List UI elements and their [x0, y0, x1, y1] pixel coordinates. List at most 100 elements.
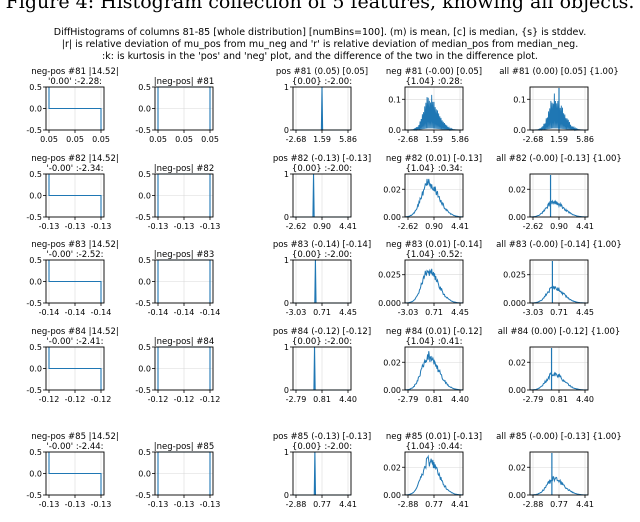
y-tick-label-0: 0.02	[508, 358, 526, 367]
x-tick-label-1: 0.05	[66, 135, 84, 144]
panel-title: neg #82 (0.01) [-0.13]	[386, 154, 482, 164]
x-tick-label-0: -0.12	[39, 395, 60, 404]
x-tick-label-2: -0.13	[200, 222, 221, 231]
y-tick-label-1: 0.0	[138, 278, 151, 287]
y-tick-label-0: 0.5	[138, 83, 151, 92]
x-tick-label-2: -0.12	[91, 395, 112, 404]
series-line	[529, 199, 589, 218]
panel-3-4: 0.02 0.00-2.79 0.81 4.40 all #84 (0.00) [-0.…	[498, 327, 621, 404]
series-line	[48, 452, 102, 495]
header-line-1: DiffHistograms of columns 81-85 [whole d…	[53, 27, 587, 38]
panel-subtitle: {0.00} :-2.00:	[292, 442, 352, 452]
panel-2-3: 0.025 0.000-3.03 0.71 4.45 neg #83 (0.01) [-…	[378, 240, 482, 317]
x-tick-label-1: -0.14	[174, 308, 195, 317]
panel-4-1: 0.50.0-0.5-0.13 -0.13 -0.13|neg-pos| #85	[135, 442, 220, 509]
x-tick-label-0: 0.05	[40, 135, 58, 144]
x-tick-label-0: -0.12	[148, 395, 169, 404]
panel-3-2: 1 0-2.79 0.81 4.40 pos #84 (-0.12) [-0.12]{0…	[273, 327, 371, 404]
y-tick-label-1: 0.00	[508, 491, 526, 500]
panel-subtitle: {1.04} :0.28:	[405, 77, 462, 87]
panel-title: neg #83 (0.01) [-0.14]	[386, 240, 482, 250]
y-tick-label-0: 0.5	[29, 448, 42, 457]
y-tick-label-1: 0.0	[29, 278, 42, 287]
y-tick-label-1: 0.0	[29, 105, 42, 114]
y-tick-label-1: 0	[284, 126, 289, 135]
header-line-3: :k: is kurtosis in the 'pos' and 'neg' p…	[102, 51, 538, 62]
panel-subtitle: '-0.00' :-2.44:	[46, 442, 103, 452]
y-tick-label-1: 0.0	[138, 192, 151, 201]
x-tick-label-0: -2.68	[398, 135, 419, 144]
y-tick-label-2: -0.5	[135, 386, 151, 395]
x-tick-label-0: -3.03	[286, 308, 307, 317]
x-tick-label-2: 4.45	[451, 308, 469, 317]
panel-title: neg #84 (0.01) [-0.12]	[386, 327, 482, 337]
y-tick-label-1: 0.0	[29, 470, 42, 479]
y-tick-label-1: 0.00	[383, 386, 401, 395]
x-tick-label-1: 0.81	[313, 395, 331, 404]
panel-subtitle: '-0.00' :-2.41:	[46, 337, 103, 347]
panel-subtitle: {1.04} :0.52:	[405, 250, 462, 260]
y-tick-label-0: 0.5	[29, 343, 42, 352]
panel-subtitle: {0.00} :-2.00:	[292, 164, 352, 174]
y-tick-label-0: 0.02	[383, 463, 401, 472]
x-tick-label-2: 4.40	[576, 395, 594, 404]
y-tick-label-0: 0.02	[508, 185, 526, 194]
panel-title: pos #85 (-0.13) [-0.13]	[273, 432, 371, 442]
panel-0-1: 0.50.0-0.50.05 0.05 0.05|neg-pos| #81	[135, 77, 219, 144]
panel-title: neg-pos #82 |14.52|	[31, 154, 119, 164]
panel-title: all #81 (0.00) [0.05] {1.00}	[499, 67, 619, 77]
y-tick-label-0: 0.1	[513, 95, 526, 104]
panel-title: neg #85 (0.01) [-0.13]	[386, 432, 482, 442]
x-tick-label-2: 5.86	[339, 135, 357, 144]
x-tick-label-0: -2.88	[286, 500, 307, 509]
x-tick-label-1: 0.71	[313, 308, 331, 317]
x-tick-label-0: -2.88	[398, 500, 419, 509]
y-tick-label-1: 0.0	[138, 105, 151, 114]
x-tick-label-2: -0.12	[200, 395, 221, 404]
x-tick-label-1: -0.12	[65, 395, 86, 404]
x-tick-label-0: -2.79	[398, 395, 419, 404]
panel-4-3: 0.02 0.00-2.88 0.77 4.41 neg #85 (0.01) [-0.…	[383, 432, 482, 509]
x-tick-label-1: 0.77	[550, 500, 568, 509]
x-tick-label-1: 0.81	[425, 395, 443, 404]
y-tick-label-1: 0.00	[508, 213, 526, 222]
y-tick-label-2: -0.5	[26, 491, 42, 500]
x-tick-label-1: 0.90	[550, 222, 568, 231]
y-tick-label-0: 0.5	[138, 448, 151, 457]
panel-3-1: 0.50.0-0.5-0.12 -0.12 -0.12|neg-pos| #84	[135, 337, 220, 404]
x-tick-label-2: 4.41	[576, 500, 594, 509]
x-tick-label-1: 0.90	[425, 222, 443, 231]
panel-title: all #83 (-0.00) [-0.14] {1.00}	[496, 240, 622, 250]
y-tick-label-1: 0.00	[383, 213, 401, 222]
x-tick-label-0: -2.79	[286, 395, 307, 404]
y-tick-label-1: 0.00	[383, 491, 401, 500]
panel-title: pos #81 (0.05) [0.05]	[276, 67, 368, 77]
panel-subtitle: '-0.00' :-2.34:	[46, 164, 103, 174]
panel-title: all #85 (-0.00) [-0.13] {1.00}	[496, 432, 622, 442]
x-tick-label-0: -2.62	[286, 222, 307, 231]
x-tick-label-0: -2.62	[523, 222, 544, 231]
y-tick-label-2: -0.5	[26, 126, 42, 135]
panel-subtitle: {0.00} :-2.00:	[292, 337, 352, 347]
header-line-2: |r| is relative deviation of mu_pos from…	[61, 39, 579, 50]
panel-subtitle: |neg-pos| #85	[154, 442, 214, 452]
x-tick-label-0: -2.88	[523, 500, 544, 509]
x-tick-label-1: 0.77	[313, 500, 331, 509]
x-tick-label-1: -0.12	[174, 395, 195, 404]
x-tick-label-1: 1.59	[425, 135, 443, 144]
y-tick-label-0: 0.025	[378, 271, 401, 280]
y-tick-label-1: 0.000	[503, 299, 526, 308]
x-tick-label-1: 0.05	[175, 135, 193, 144]
panel-subtitle: '0.00' :-2.28:	[48, 77, 102, 87]
y-tick-label-1: 0.000	[378, 299, 401, 308]
x-tick-label-0: -0.13	[39, 222, 60, 231]
y-tick-label-0: 0.5	[29, 256, 42, 265]
x-tick-label-2: 4.41	[339, 500, 357, 509]
y-tick-label-0: 0.1	[388, 95, 401, 104]
y-tick-label-0: 0.5	[138, 343, 151, 352]
x-tick-label-1: 1.59	[550, 135, 568, 144]
series-line	[404, 454, 463, 496]
